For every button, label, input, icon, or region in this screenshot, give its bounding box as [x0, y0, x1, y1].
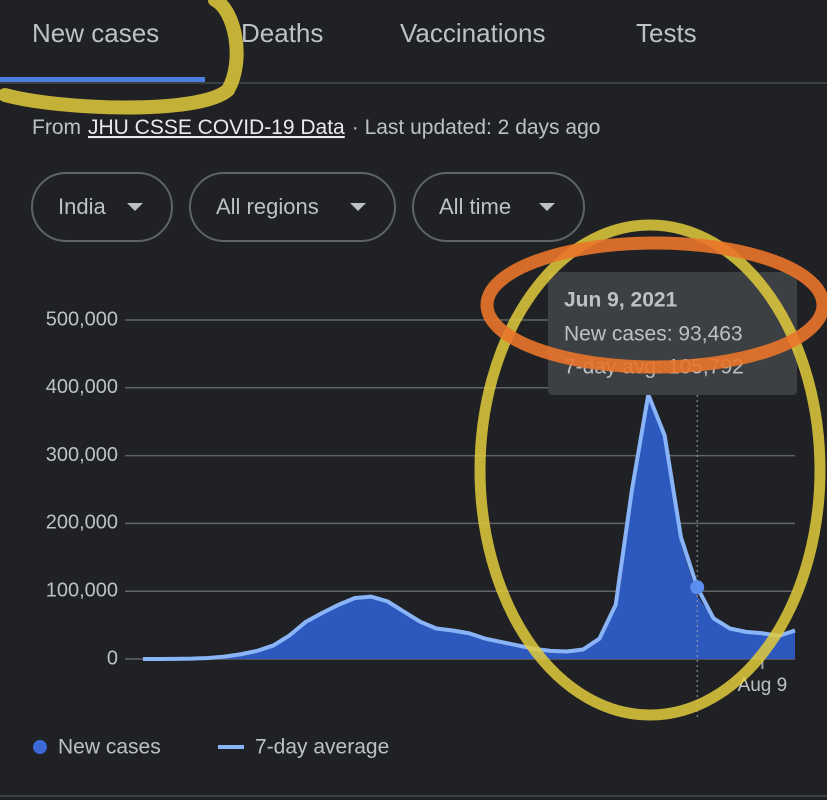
- tab[interactable]: New cases: [32, 18, 159, 48]
- source-prefix: From: [32, 116, 81, 139]
- dropdown-arrow: [127, 203, 143, 211]
- y-tick-label: 300,000: [46, 444, 118, 466]
- y-tick-label: 400,000: [46, 376, 118, 398]
- legend-label: New cases: [58, 736, 161, 759]
- tab[interactable]: Tests: [636, 18, 697, 48]
- tab[interactable]: Deaths: [241, 18, 323, 48]
- filter-dropdown[interactable]: [189, 172, 396, 242]
- y-tick-label: 500,000: [46, 308, 118, 330]
- tab-indicator: [0, 77, 205, 82]
- y-tick-label: 0: [107, 647, 118, 669]
- legend-label: 7-day average: [255, 736, 389, 759]
- annotation-circle: [474, 219, 826, 721]
- source-line: From JHU CSSE COVID-19 Data · Last updated…: [32, 116, 600, 139]
- x-tick-label: Aug 9: [738, 675, 788, 696]
- source-link[interactable]: JHU CSSE COVID-19 Data: [88, 116, 345, 139]
- filter-label: India: [58, 194, 106, 219]
- annotation-circle: [0, 0, 244, 115]
- tooltip-date: Jun 9, 2021: [564, 289, 678, 312]
- filter-label: All time: [439, 194, 511, 219]
- y-tick-label: 200,000: [46, 512, 118, 534]
- filter-dropdown[interactable]: [412, 172, 585, 242]
- legend-swatch: [33, 740, 47, 754]
- tooltip-line: New cases: 93,463: [564, 323, 743, 346]
- line: [143, 392, 796, 661]
- hover-dot: [690, 580, 705, 595]
- dropdown-arrow: [350, 203, 366, 211]
- tab[interactable]: Vaccinations: [400, 18, 546, 48]
- filter-label: All regions: [216, 194, 319, 219]
- source-suffix: · Last updated: 2 days ago: [352, 116, 601, 139]
- y-tick-label: 100,000: [46, 579, 118, 601]
- dropdown-arrow: [539, 203, 555, 211]
- area: [143, 387, 795, 659]
- filter-dropdown[interactable]: [31, 172, 173, 242]
- annotation-circle: [480, 236, 827, 374]
